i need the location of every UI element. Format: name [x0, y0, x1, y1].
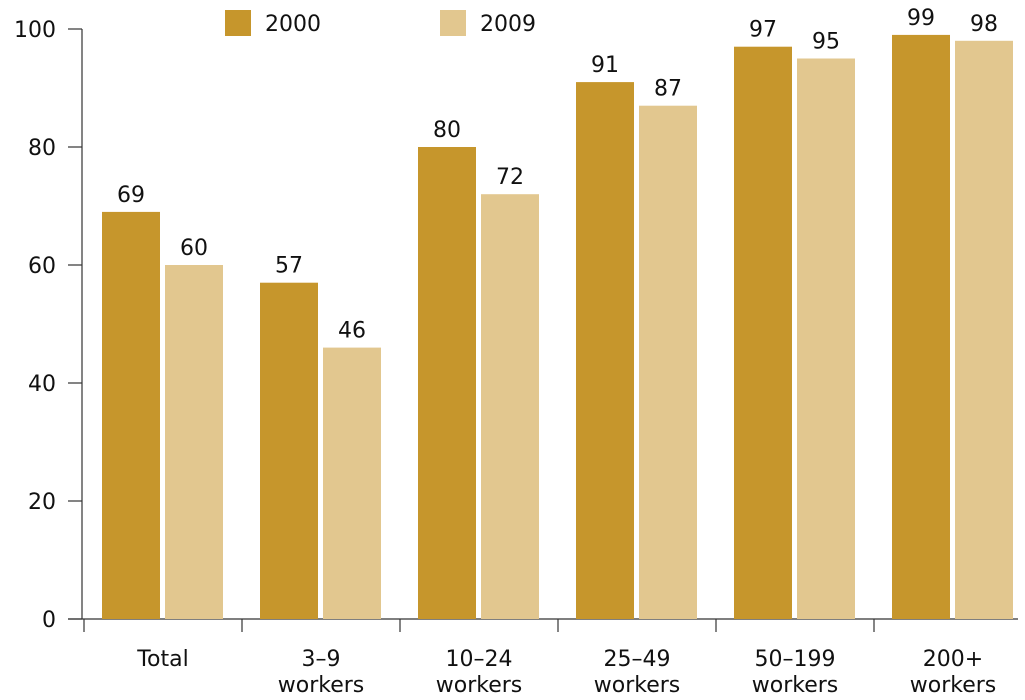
- data-labels: 69 57 80 91 97 99 60 46 72 87 95 98: [117, 6, 998, 344]
- bar-2009-1: [323, 347, 381, 619]
- data-label: 60: [180, 236, 208, 261]
- category-label: 50–199 workers: [752, 647, 839, 698]
- category-label: 10–24 workers: [436, 647, 523, 698]
- y-tick-label: 60: [28, 254, 56, 279]
- x-axis-ticks: [83, 619, 875, 632]
- bar-2009-2: [481, 194, 539, 619]
- bar-2009-0: [165, 265, 223, 619]
- legend-swatch-2000: [225, 10, 251, 36]
- bar-2000-3: [576, 82, 634, 620]
- data-label: 72: [496, 165, 524, 190]
- y-tick-label: 20: [28, 490, 56, 515]
- data-label: 97: [749, 18, 777, 43]
- category-label: Total: [136, 647, 188, 672]
- data-label: 46: [338, 319, 366, 344]
- category-label: 25–49 workers: [594, 647, 681, 698]
- bar-2009-3: [639, 105, 697, 619]
- y-tick-label: 40: [28, 372, 56, 397]
- data-label: 99: [907, 6, 935, 31]
- bars: [102, 34, 1013, 620]
- category-label: 3–9 workers: [278, 647, 365, 698]
- legend: 2000 2009: [225, 10, 536, 37]
- bar-2009-5: [955, 40, 1013, 620]
- y-tick-label: 80: [28, 136, 56, 161]
- data-label: 57: [275, 254, 303, 279]
- axes: [68, 29, 1018, 620]
- y-tick-label: 0: [42, 608, 56, 633]
- data-label: 80: [433, 118, 461, 143]
- data-label: 95: [812, 30, 840, 55]
- bar-2000-1: [260, 282, 318, 619]
- bar-2000-5: [892, 34, 950, 619]
- bar-2000-0: [102, 211, 160, 619]
- data-label: 87: [654, 77, 682, 102]
- bar-2009-4: [797, 58, 855, 619]
- legend-label: 2000: [265, 12, 321, 37]
- bar-2000-2: [418, 147, 476, 619]
- y-tick-label: 100: [14, 18, 56, 43]
- y-axis-ticks: 0 20 40 60 80 100: [14, 18, 82, 633]
- legend-label: 2009: [480, 12, 536, 37]
- data-label: 98: [970, 12, 998, 37]
- category-label: 200+ workers: [910, 647, 997, 698]
- data-label: 91: [591, 53, 619, 78]
- bar-2000-4: [734, 46, 792, 619]
- legend-swatch-2009: [440, 10, 466, 36]
- data-label: 69: [117, 183, 145, 208]
- category-labels: Total 3–9 workers 10–24 workers 25–49 workers 5…: [136, 647, 996, 698]
